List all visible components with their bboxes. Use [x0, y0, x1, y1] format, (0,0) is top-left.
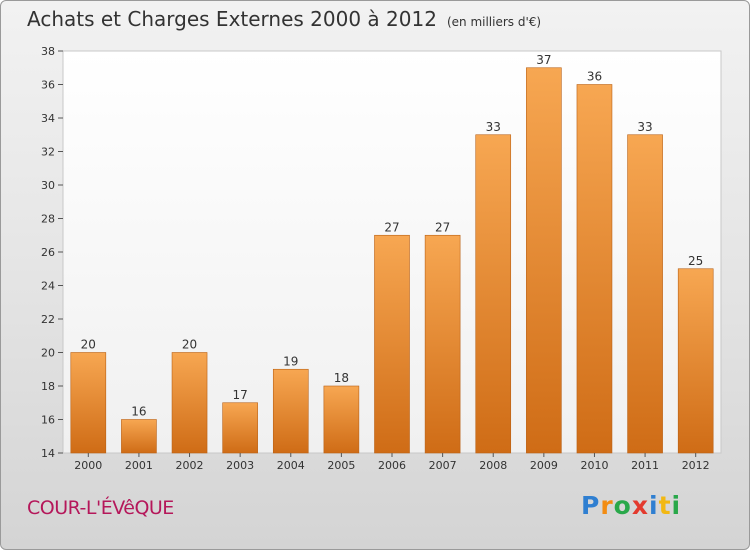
logo-letter: x: [631, 491, 649, 520]
bar-2002: [171, 352, 208, 454]
bar-2010: [576, 84, 613, 454]
y-tick-label: 26: [41, 246, 55, 259]
data-label-2007: 27: [435, 220, 450, 234]
bar-2009: [526, 67, 562, 454]
bar-2001: [121, 419, 157, 454]
x-tick-label-2000: 2000: [74, 459, 102, 472]
x-tick-label-2009: 2009: [530, 459, 558, 472]
bar-2007: [424, 234, 461, 454]
chart-unit: (en milliers d'€): [446, 15, 542, 29]
bar-2008: [475, 134, 512, 454]
bar-2000: [70, 352, 107, 454]
y-axis: 14 16 18 20 22 24 26 28 30 32 34 36 38: [41, 45, 63, 460]
y-tick-label: 32: [41, 146, 55, 159]
data-label-2006: 27: [384, 220, 399, 234]
bar-2005: [323, 385, 360, 454]
x-tick-label-2008: 2008: [479, 459, 507, 472]
logo-letter: i: [671, 491, 682, 520]
x-tick-label-2004: 2004: [277, 459, 305, 472]
data-label-2009: 37: [536, 53, 551, 67]
y-tick-label: 16: [41, 414, 55, 427]
commune-name: COUR-L'ÉVêQUE: [27, 497, 174, 519]
proxiti-logo: Proxiti: [581, 491, 681, 520]
bar-2012: [677, 268, 714, 454]
bar-2011: [627, 134, 663, 454]
chart-title: Achats et Charges Externes 2000 à 2012 (e…: [27, 7, 541, 31]
x-tick-label-2002: 2002: [176, 459, 204, 472]
data-label-2005: 18: [334, 371, 349, 385]
logo-letter: i: [649, 491, 659, 520]
logo-letter: t: [658, 491, 672, 520]
logo-letter: o: [613, 491, 632, 520]
x-tick-label-2005: 2005: [327, 459, 355, 472]
data-label-2002: 20: [182, 338, 197, 352]
data-label-2001: 16: [131, 405, 146, 419]
x-tick-label-2007: 2007: [429, 459, 457, 472]
data-label-2012: 25: [688, 254, 703, 268]
data-label-2010: 36: [587, 70, 602, 84]
y-tick-label: 20: [41, 347, 55, 360]
data-label-2004: 19: [283, 354, 298, 368]
bars: 20 16 20 17 19 18 27 27 33 37 36 33 25: [70, 53, 714, 454]
y-tick-label: 28: [41, 213, 55, 226]
data-label-2008: 33: [486, 120, 501, 134]
y-tick-label: 24: [41, 280, 55, 293]
bar-2003: [222, 402, 258, 454]
x-tick-label-2012: 2012: [682, 459, 710, 472]
x-tick-label-2001: 2001: [125, 459, 153, 472]
y-tick-label: 22: [41, 313, 55, 326]
chart-title-text: Achats et Charges Externes 2000 à 2012: [27, 7, 437, 31]
data-label-2003: 17: [233, 388, 248, 402]
x-tick-label-2010: 2010: [580, 459, 608, 472]
logo-letter: r: [600, 491, 614, 520]
x-tick-label-2006: 2006: [378, 459, 406, 472]
logo-letter: P: [581, 491, 601, 520]
x-axis: 2000 2001 2002 2003 2004 2005 2006 2007 2008 2009…: [74, 453, 710, 472]
y-tick-label: 38: [41, 45, 55, 58]
x-tick-label-2003: 2003: [226, 459, 254, 472]
y-tick-label: 30: [41, 179, 55, 192]
bar-2004: [272, 368, 309, 454]
bar-2006: [374, 234, 410, 454]
y-tick-label: 36: [41, 79, 55, 92]
data-label-2011: 33: [637, 120, 652, 134]
y-tick-label: 18: [41, 380, 55, 393]
y-tick-label: 14: [41, 447, 55, 460]
x-tick-label-2011: 2011: [631, 459, 659, 472]
data-label-2000: 20: [81, 338, 96, 352]
y-tick-label: 34: [41, 112, 55, 125]
